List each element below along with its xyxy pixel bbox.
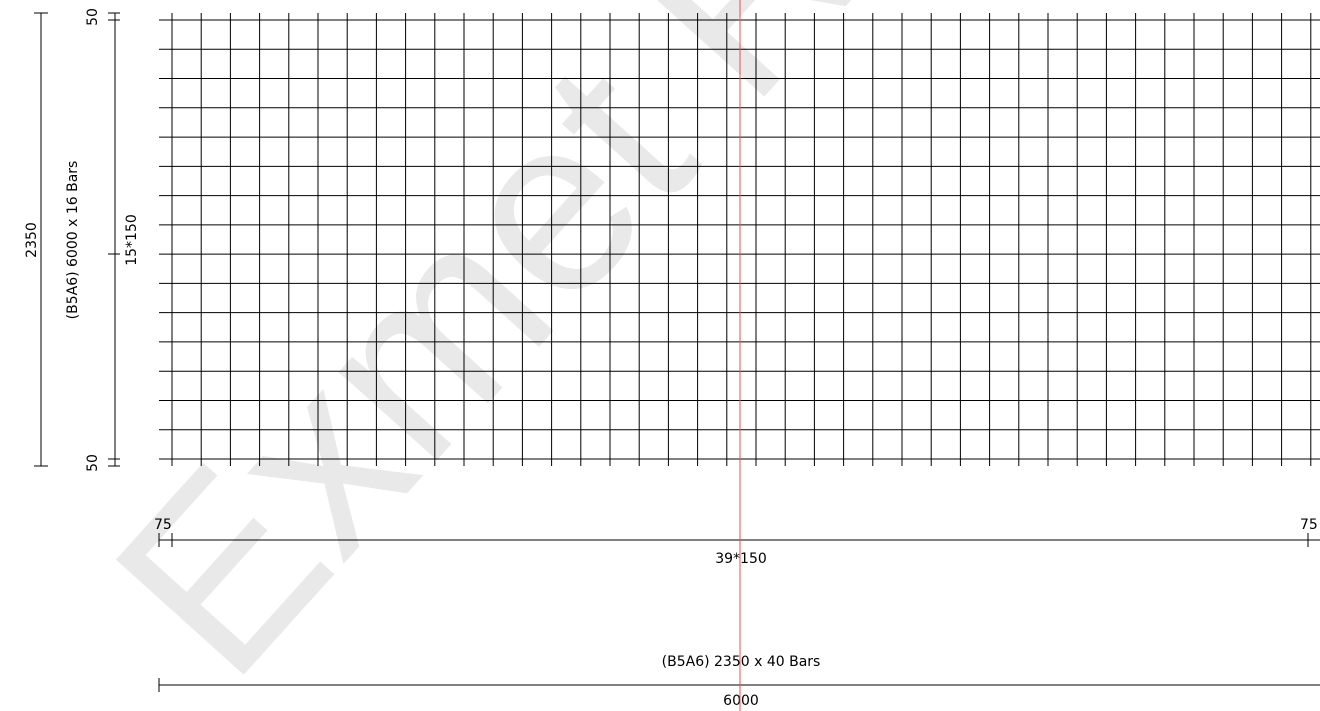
vertical-dimensions <box>34 12 120 467</box>
vertical-pitch-label: 15*150 <box>124 214 140 266</box>
overall-height-label: 2350 <box>24 222 40 258</box>
vertical-bars-label: (B5A6) 2350 x 40 Bars <box>662 654 821 670</box>
horizontal-pitch-label: 39*150 <box>715 551 767 567</box>
horizontal-bars-label: (B5A6) 6000 x 16 Bars <box>65 161 81 320</box>
bottom-end-label: 50 <box>85 454 101 472</box>
right-end-label: 75 <box>1300 517 1318 533</box>
watermark-text: Exmet RS <box>62 0 1022 711</box>
watermark: Exmet RS <box>62 0 1022 711</box>
left-end-label: 75 <box>154 517 172 533</box>
top-end-label: 50 <box>85 8 101 26</box>
overall-length-label: 6000 <box>723 693 759 709</box>
